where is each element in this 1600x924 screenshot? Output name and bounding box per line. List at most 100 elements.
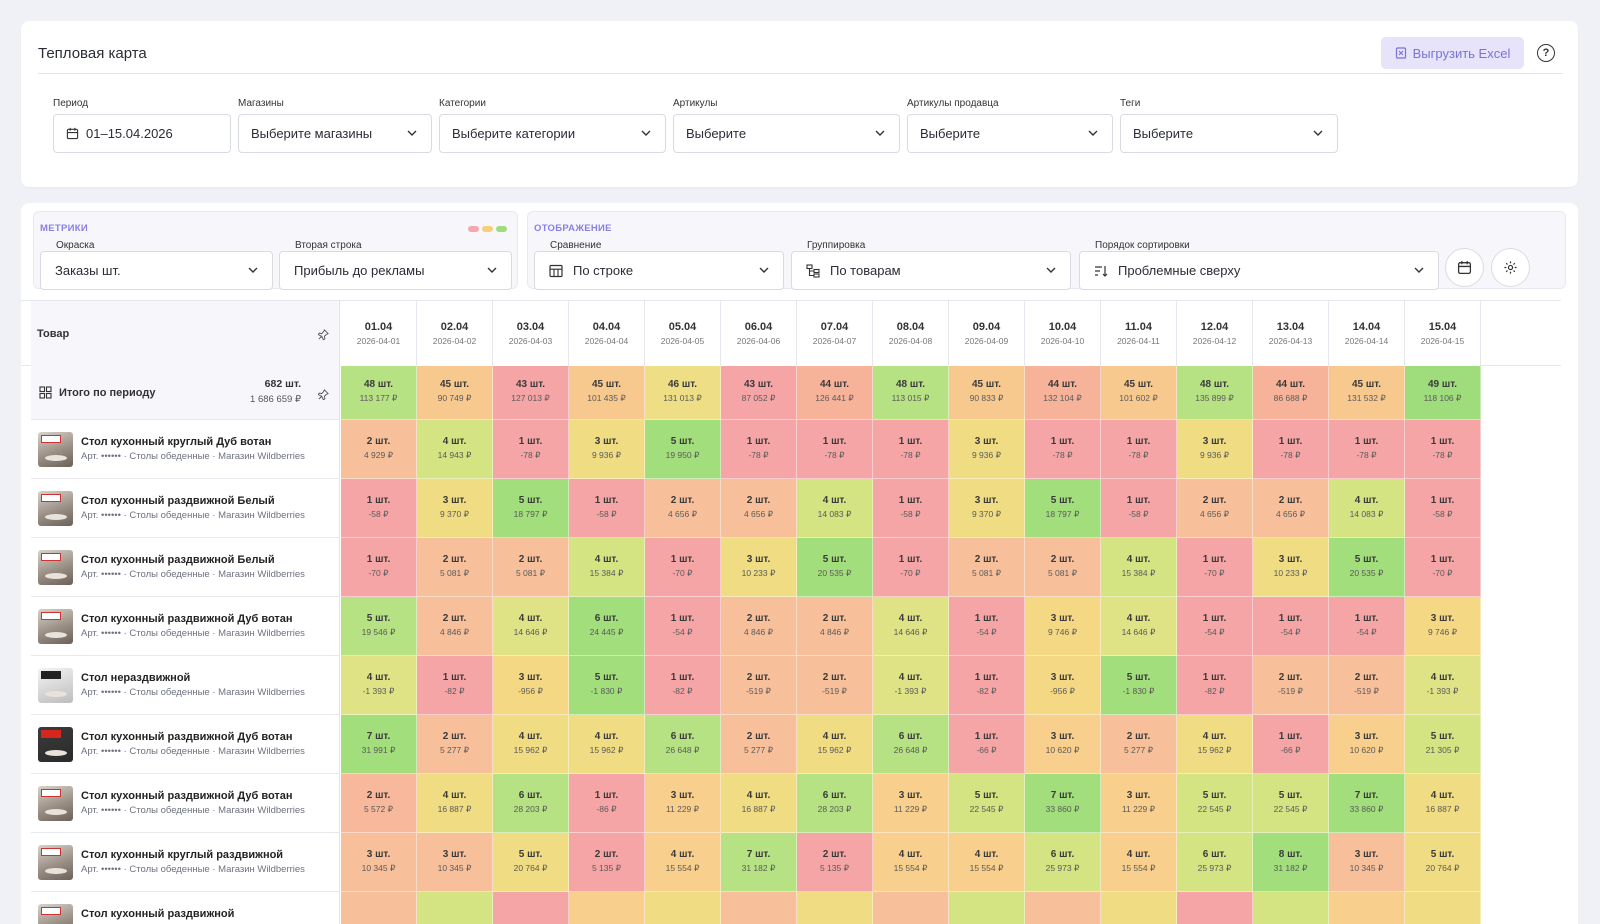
- heat-cell[interactable]: 5 шт. 20 764 ₽: [1405, 833, 1481, 892]
- heat-cell[interactable]: 1 шт. -78 ₽: [1253, 420, 1329, 479]
- heat-cell[interactable]: [873, 892, 949, 924]
- heat-cell[interactable]: 5 шт. 20 764 ₽: [493, 833, 569, 892]
- heat-cell[interactable]: 6 шт. 26 648 ₽: [645, 715, 721, 774]
- heat-cell[interactable]: 46 шт. 131 013 ₽: [645, 366, 721, 420]
- heat-cell[interactable]: 2 шт. 4 846 ₽: [797, 597, 873, 656]
- heat-cell[interactable]: [1101, 892, 1177, 924]
- heat-cell[interactable]: 3 шт. 10 345 ₽: [417, 833, 493, 892]
- table-row[interactable]: Стол кухонный раздвижной Белый Арт. •••••…: [31, 538, 1481, 597]
- stores-select[interactable]: Выберите магазины: [238, 114, 432, 153]
- heat-cell[interactable]: [797, 892, 873, 924]
- heat-cell[interactable]: 43 шт. 87 052 ₽: [721, 366, 797, 420]
- tags-select[interactable]: Выберите: [1120, 114, 1338, 153]
- heat-cell[interactable]: 2 шт. -519 ₽: [797, 656, 873, 715]
- heat-cell[interactable]: 3 шт. 9 746 ₽: [1405, 597, 1481, 656]
- heat-cell[interactable]: 5 шт. -1 830 ₽: [569, 656, 645, 715]
- heat-cell[interactable]: 2 шт. 4 846 ₽: [417, 597, 493, 656]
- product-cell[interactable]: Стол кухонный раздвижной Дуб вотан Арт. •…: [31, 597, 340, 656]
- heat-cell[interactable]: 4 шт. 15 554 ₽: [645, 833, 721, 892]
- heat-cell[interactable]: 45 шт. 90 833 ₽: [949, 366, 1025, 420]
- heat-cell[interactable]: 2 шт. -519 ₽: [721, 656, 797, 715]
- heat-cell[interactable]: 2 шт. 5 081 ₽: [1025, 538, 1101, 597]
- heat-cell[interactable]: [417, 892, 493, 924]
- heat-cell[interactable]: 4 шт. 15 962 ₽: [797, 715, 873, 774]
- heat-cell[interactable]: 2 шт. 5 081 ₽: [493, 538, 569, 597]
- heat-cell[interactable]: 2 шт. 4 656 ₽: [721, 479, 797, 538]
- heat-cell[interactable]: 2 шт. 5 277 ₽: [1101, 715, 1177, 774]
- settings-button[interactable]: [1491, 248, 1530, 287]
- product-cell[interactable]: Стол кухонный круглый раздвижной Арт. •••…: [31, 833, 340, 892]
- table-row[interactable]: Стол кухонный раздвижной Дуб вотан Арт. •…: [31, 715, 1481, 774]
- heat-cell[interactable]: 5 шт. 22 545 ₽: [1177, 774, 1253, 833]
- heat-cell[interactable]: 48 шт. 113 015 ₽: [873, 366, 949, 420]
- heat-cell[interactable]: 45 шт. 101 602 ₽: [1101, 366, 1177, 420]
- grouping-select[interactable]: По товарам: [791, 251, 1071, 290]
- heat-cell[interactable]: 1 шт. -82 ₽: [417, 656, 493, 715]
- calendar-button[interactable]: [1445, 248, 1484, 287]
- heat-cell[interactable]: 4 шт. 14 083 ₽: [1329, 479, 1405, 538]
- heat-cell[interactable]: 1 шт. -78 ₽: [797, 420, 873, 479]
- heat-cell[interactable]: 4 шт. -1 393 ₽: [1405, 656, 1481, 715]
- heat-cell[interactable]: 1 шт. -78 ₽: [721, 420, 797, 479]
- heat-cell[interactable]: 48 шт. 135 899 ₽: [1177, 366, 1253, 420]
- table-row[interactable]: Стол кухонный раздвижной Дуб вотан Арт. •…: [31, 597, 1481, 656]
- heat-cell[interactable]: [1253, 892, 1329, 924]
- heat-cell[interactable]: 1 шт. -58 ₽: [341, 479, 417, 538]
- heat-cell[interactable]: 45 шт. 101 435 ₽: [569, 366, 645, 420]
- heat-cell[interactable]: [1025, 892, 1101, 924]
- heat-cell[interactable]: 7 шт. 31 991 ₽: [341, 715, 417, 774]
- heat-cell[interactable]: 2 шт. 5 081 ₽: [417, 538, 493, 597]
- comparison-select[interactable]: По строке: [534, 251, 784, 290]
- heat-cell[interactable]: 3 шт. 10 620 ₽: [1329, 715, 1405, 774]
- heat-cell[interactable]: 43 шт. 127 013 ₽: [493, 366, 569, 420]
- heat-cell[interactable]: 3 шт. -956 ₽: [493, 656, 569, 715]
- heat-cell[interactable]: 4 шт. -1 393 ₽: [873, 656, 949, 715]
- table-row[interactable]: Стол кухонный раздвижной Дуб вотан Арт. •…: [31, 774, 1481, 833]
- heat-cell[interactable]: 2 шт. 5 572 ₽: [341, 774, 417, 833]
- heat-cell[interactable]: 5 шт. -1 830 ₽: [1101, 656, 1177, 715]
- heat-cell[interactable]: 3 шт. 10 345 ₽: [1329, 833, 1405, 892]
- heat-cell[interactable]: 1 шт. -78 ₽: [1329, 420, 1405, 479]
- articles-select[interactable]: Выберите: [673, 114, 900, 153]
- product-cell[interactable]: Стол кухонный раздвижной Дуб вотан Арт. •…: [31, 715, 340, 774]
- heat-cell[interactable]: 1 шт. -70 ₽: [873, 538, 949, 597]
- heat-cell[interactable]: 5 шт. 19 546 ₽: [341, 597, 417, 656]
- heat-cell[interactable]: 1 шт. -70 ₽: [1177, 538, 1253, 597]
- heat-cell[interactable]: 1 шт. -66 ₽: [1253, 715, 1329, 774]
- heat-cell[interactable]: 3 шт. 9 746 ₽: [1025, 597, 1101, 656]
- heat-cell[interactable]: 4 шт. 15 962 ₽: [1177, 715, 1253, 774]
- heat-cell[interactable]: 1 шт. -54 ₽: [1177, 597, 1253, 656]
- heat-cell[interactable]: 1 шт. -70 ₽: [645, 538, 721, 597]
- heat-cell[interactable]: 5 шт. 21 305 ₽: [1405, 715, 1481, 774]
- heat-cell[interactable]: 1 шт. -66 ₽: [949, 715, 1025, 774]
- product-cell[interactable]: Стол кухонный раздвижной: [31, 892, 340, 924]
- heat-cell[interactable]: 4 шт. 14 646 ₽: [1101, 597, 1177, 656]
- heat-cell[interactable]: 1 шт. -58 ₽: [1405, 479, 1481, 538]
- heat-cell[interactable]: 6 шт. 28 203 ₽: [797, 774, 873, 833]
- table-row[interactable]: Стол кухонный круглый Дуб вотан Арт. ••••…: [31, 420, 1481, 479]
- seller-articles-select[interactable]: Выберите: [907, 114, 1113, 153]
- coloring-select[interactable]: Заказы шт.: [40, 251, 273, 290]
- heat-cell[interactable]: 2 шт. 4 656 ₽: [1177, 479, 1253, 538]
- heat-cell[interactable]: 4 шт. 14 646 ₽: [873, 597, 949, 656]
- heat-cell[interactable]: 3 шт. 9 370 ₽: [949, 479, 1025, 538]
- heat-cell[interactable]: 1 шт. -86 ₽: [569, 774, 645, 833]
- product-cell[interactable]: Стол кухонный раздвижной Белый Арт. •••••…: [31, 538, 340, 597]
- heat-cell[interactable]: 6 шт. 28 203 ₽: [493, 774, 569, 833]
- heat-cell[interactable]: 4 шт. 15 962 ₽: [493, 715, 569, 774]
- heat-cell[interactable]: [721, 892, 797, 924]
- table-row[interactable]: Стол кухонный круглый раздвижной Арт. •••…: [31, 833, 1481, 892]
- table-row[interactable]: Стол нераздвижной Арт. •••••• · Столы обе…: [31, 656, 1481, 715]
- heat-cell[interactable]: 2 шт. 5 277 ₽: [417, 715, 493, 774]
- heat-cell[interactable]: 5 шт. 18 797 ₽: [1025, 479, 1101, 538]
- heat-cell[interactable]: [949, 892, 1025, 924]
- heat-cell[interactable]: 4 шт. 16 887 ₽: [1405, 774, 1481, 833]
- heat-cell[interactable]: 5 шт. 19 950 ₽: [645, 420, 721, 479]
- product-cell[interactable]: Стол нераздвижной Арт. •••••• · Столы обе…: [31, 656, 340, 715]
- heat-cell[interactable]: 1 шт. -58 ₽: [569, 479, 645, 538]
- heat-cell[interactable]: 3 шт. -956 ₽: [1025, 656, 1101, 715]
- heat-cell[interactable]: 3 шт. 11 229 ₽: [873, 774, 949, 833]
- heat-cell[interactable]: [1405, 892, 1481, 924]
- heat-cell[interactable]: 3 шт. 9 370 ₽: [417, 479, 493, 538]
- heat-cell[interactable]: 1 шт. -78 ₽: [1405, 420, 1481, 479]
